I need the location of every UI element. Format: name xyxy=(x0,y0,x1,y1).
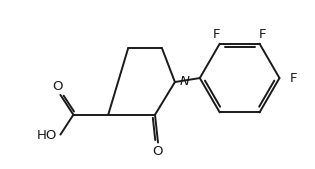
Text: F: F xyxy=(259,28,266,41)
Text: O: O xyxy=(153,145,163,158)
Text: O: O xyxy=(52,80,63,93)
Text: F: F xyxy=(289,71,297,84)
Text: HO: HO xyxy=(36,129,57,142)
Text: F: F xyxy=(213,28,220,41)
Text: N: N xyxy=(180,75,190,88)
